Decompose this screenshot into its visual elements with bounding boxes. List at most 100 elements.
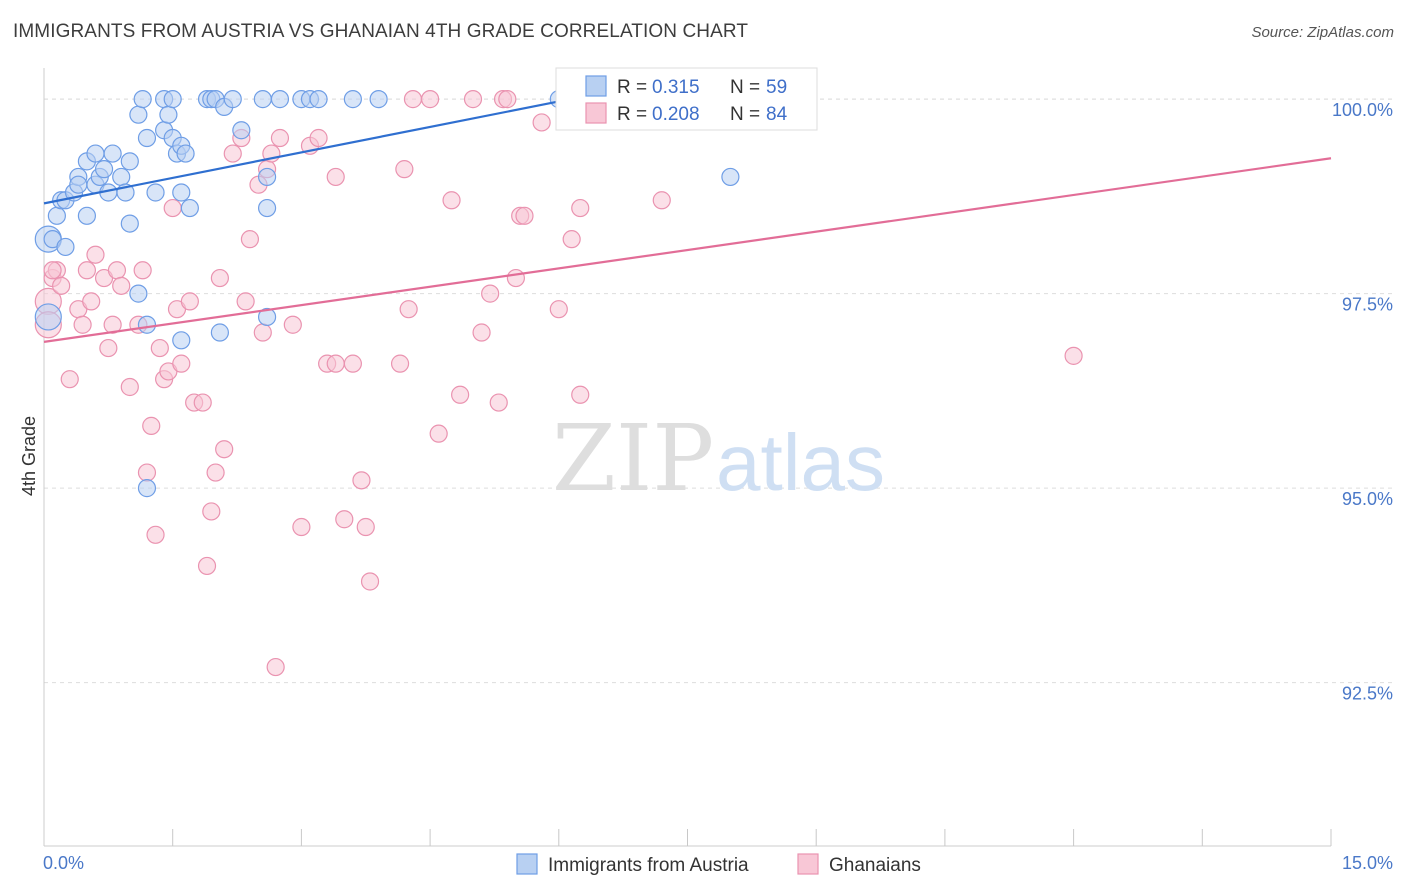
stats-legend: R = 0.315 N = 59 R = 0.208 N = 84 [555,67,818,131]
austria-point [86,144,105,163]
austria-point [34,303,62,331]
stats-r-label-pink: R = [617,104,647,125]
austria-point [103,144,122,163]
ghanaians-point [489,393,508,412]
stats-r-value-pink: 0.208 [652,104,700,125]
austria-point [137,315,157,334]
ghanaians-point [60,370,79,389]
stats-n-label-blue: N = [730,77,760,98]
watermark-zip: ZIP [552,405,714,512]
watermark: ZIP atlas [552,405,885,512]
ghanaians-point [180,292,199,311]
austria-point [69,175,88,194]
x-tick-label-max: 15.0% [1342,853,1393,873]
ghanaians-point [335,510,354,529]
y-tick-label: 95.0% [1342,489,1393,509]
ghanaians-point [549,300,568,319]
austria-point [210,323,229,342]
austria-point [47,206,66,225]
austria-point [309,90,328,109]
legend-label-ghanaians: Ghanaians [829,855,921,876]
austria-point [137,479,157,498]
ghanaians-point [463,90,483,109]
ghanaians-point [206,463,225,482]
ghanaians-point [562,230,581,249]
y-axis-title: 4th Grade [19,416,39,496]
ghanaians-point [498,90,517,109]
ghanaians-point [112,276,131,295]
austria-point [129,284,148,303]
austria-trend-line [43,100,560,205]
ghanaians-point [270,128,290,148]
stats-n-value-pink: 84 [766,104,788,125]
ghanaians-point [292,517,311,537]
y-tick-label: 100.0% [1332,100,1393,120]
ghanaians-point [652,191,671,210]
ghanaians-point [326,167,345,187]
stats-n-label-pink: N = [730,104,760,125]
legend-swatch-ghanaians [797,853,819,875]
ghanaians-point [137,463,157,482]
austria-point [163,90,182,109]
ghanaians-point [326,354,345,373]
ghanaians-point [142,416,161,435]
legend-swatch-austria [516,853,538,875]
ghanaians-point [309,128,328,148]
austria-point [159,105,178,124]
ghanaians-point [86,245,105,264]
ghanaians-point [52,276,71,295]
ghanaians-point [120,377,139,397]
ghanaians-point [506,268,526,288]
ghanaians-point [442,191,461,210]
ghanaians-point [266,657,285,677]
austria-point [223,90,242,109]
ghanaians-point [240,230,260,249]
austria-point [146,183,165,202]
austria-point [176,144,195,163]
grid-layer [44,98,1392,684]
austria-point [270,90,290,109]
ghanaians-points [34,90,1083,677]
ghanaians-point [571,198,590,218]
ghanaians-point [43,261,62,280]
austria-point [133,90,152,109]
ghanaians-point [356,517,375,537]
ghanaians-point [253,323,272,342]
ghanaians-point [472,323,491,342]
austria-point [257,167,277,187]
ghanaians-point [1064,346,1083,365]
watermark-atlas: atlas [716,418,885,507]
ghanaians-point [223,144,242,163]
stats-r-label-blue: R = [617,77,647,98]
austria-point [343,90,362,109]
stats-r-value-blue: 0.315 [652,77,700,98]
austria-point [120,214,139,233]
ghanaians-point [429,424,448,443]
austria-point [257,198,277,218]
ghanaians-point [532,113,551,132]
ghanaians-point [82,292,101,311]
austria-point [56,237,75,257]
ghanaians-point [390,354,410,373]
austria-point [369,90,388,109]
ghanaians-point [210,268,229,288]
austria-point [172,331,191,350]
ghanaians-point [197,556,217,576]
y-tick-labels: 92.5% 95.0% 97.5% 100.0% [1332,100,1393,703]
legend-item-austria[interactable]: Immigrants from Austria [516,853,749,876]
ghanaians-point [193,393,212,412]
austria-point [257,307,277,327]
series-legend: Immigrants from Austria Ghanaians [516,853,921,876]
austria-point [120,152,139,171]
ghanaians-point [481,284,500,303]
ghanaians-point [352,471,371,490]
ghanaians-point [283,315,302,334]
legend-item-ghanaians[interactable]: Ghanaians [797,853,921,876]
chart-source: Source: ZipAtlas.com [1251,24,1394,41]
chart-title: IMMIGRANTS FROM AUSTRIA VS GHANAIAN 4TH … [13,21,749,42]
ghanaians-point [163,198,182,218]
austria-point [94,160,114,179]
ghanaians-point [395,160,414,179]
ghanaians-point [403,90,423,109]
